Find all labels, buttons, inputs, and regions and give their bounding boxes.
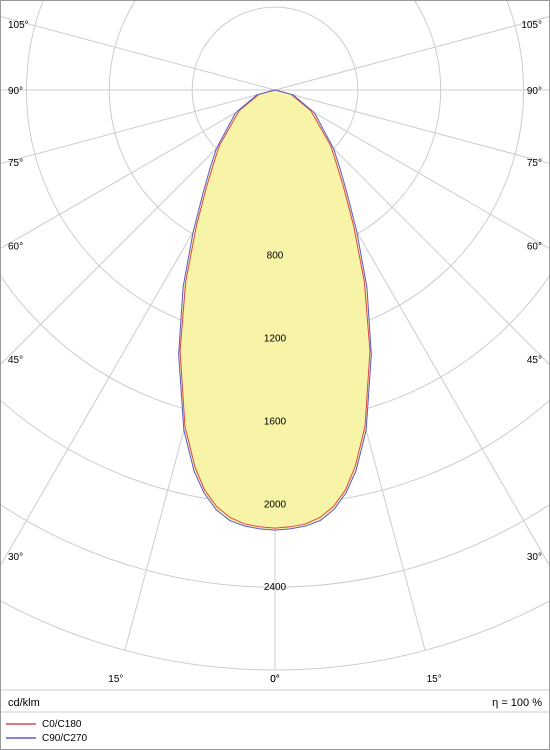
angle-label: 75° — [8, 158, 23, 169]
angle-label: 45° — [8, 355, 23, 366]
legend-label: C0/C180 — [42, 719, 82, 730]
angle-label: 15° — [427, 674, 442, 685]
polar-chart-container: 80012001600200024000°0°15°15°30°30°45°45… — [0, 0, 550, 750]
radial-label: 1600 — [264, 416, 287, 427]
angle-label: 75° — [527, 158, 542, 169]
legend-label: C90/C270 — [42, 733, 87, 744]
angle-label: 105° — [521, 20, 542, 31]
angle-label: 90° — [8, 86, 23, 97]
angle-label: 60° — [8, 241, 23, 252]
angle-label: 60° — [527, 241, 542, 252]
eta-label: η = 100 % — [492, 697, 542, 709]
radial-label: 1200 — [264, 334, 287, 345]
angle-label: 105° — [8, 20, 29, 31]
unit-label: cd/klm — [8, 697, 40, 709]
radial-label: 800 — [267, 251, 284, 262]
radial-label: 2000 — [264, 499, 287, 510]
angle-label: 45° — [527, 355, 542, 366]
angle-label: 30° — [8, 552, 23, 563]
angle-label: 0° — [270, 674, 280, 685]
angle-label: 90° — [527, 86, 542, 97]
angle-label: 30° — [527, 552, 542, 563]
radial-label: 2400 — [264, 582, 287, 593]
polar-chart-svg: 80012001600200024000°0°15°15°30°30°45°45… — [0, 0, 550, 750]
angle-label: 15° — [108, 674, 123, 685]
